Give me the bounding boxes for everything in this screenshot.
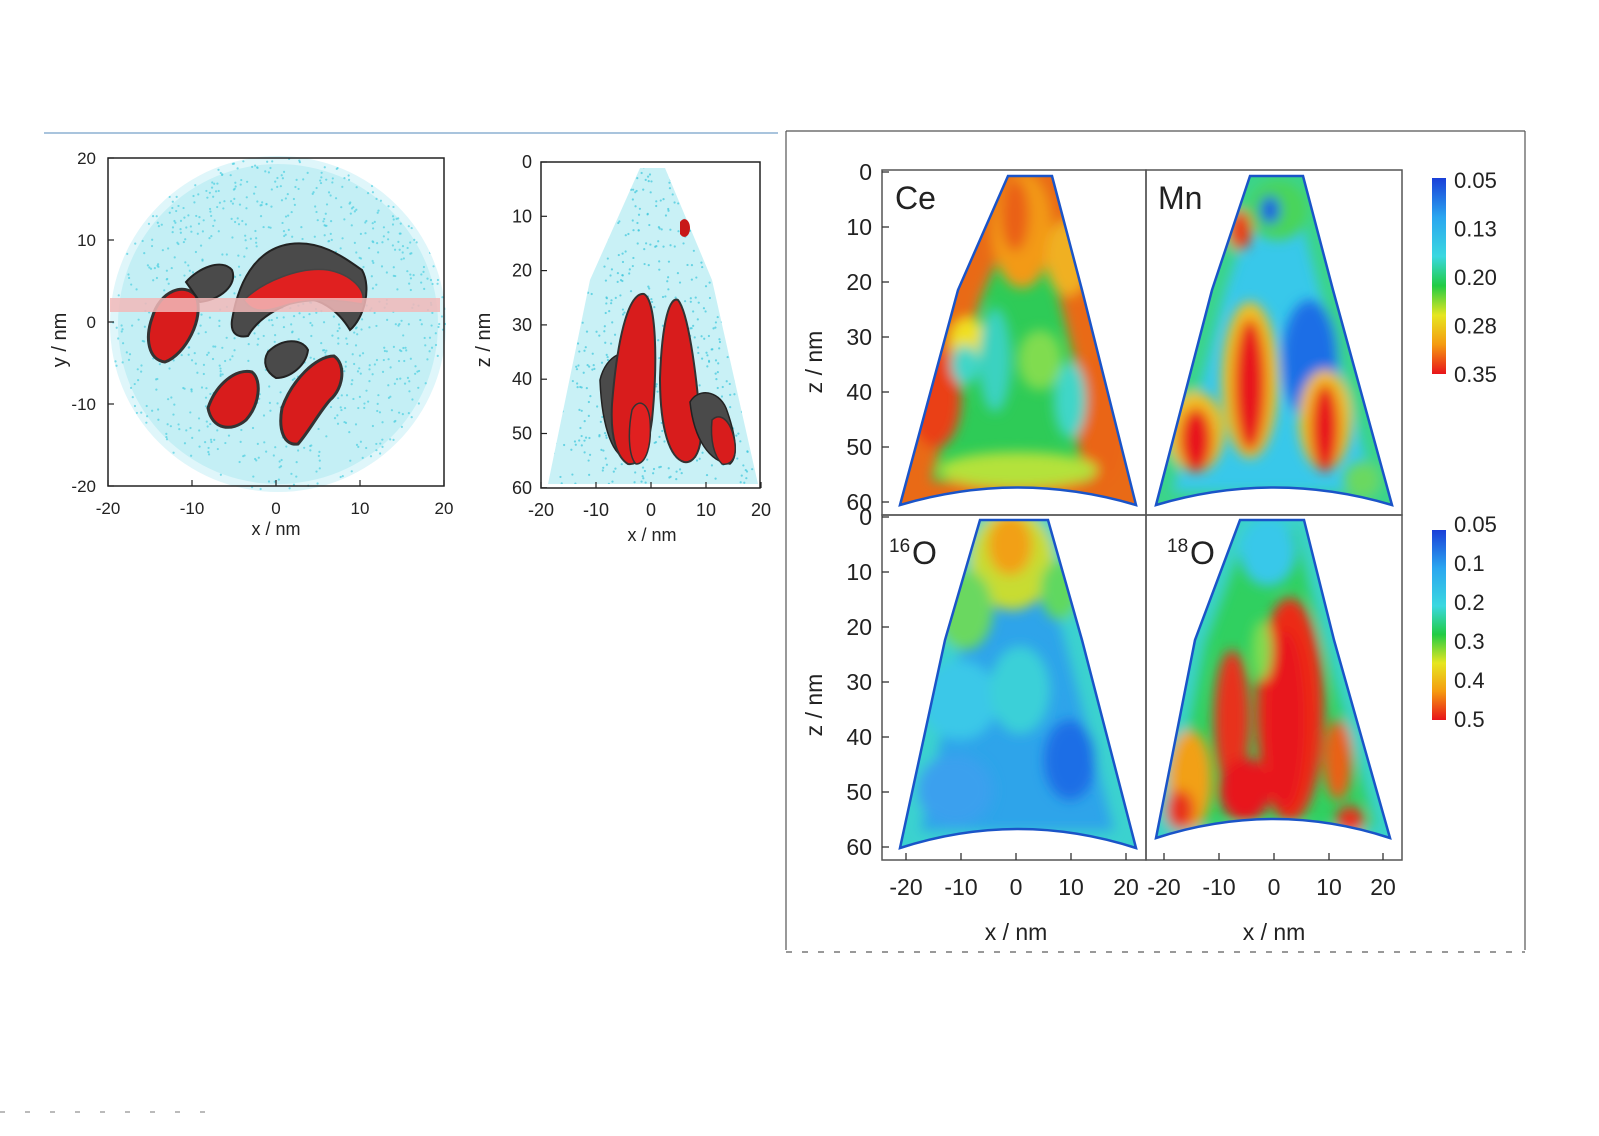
x-tick-label: -20 [96,499,121,518]
x-tick-label: 20 [1113,874,1139,900]
y-axis-label: y / nm [49,313,71,367]
y-tick-label: 50 [512,424,532,444]
x-axis-label: x / nm [627,525,676,545]
top-view-plot: -20 -10 0 10 20 20 10 0 -10 -20 x / nm y / nm [49,149,453,539]
y-tick-label: -20 [71,477,96,496]
y-tick-label: 30 [512,315,532,335]
x-tick-label: 10 [696,500,716,520]
y-tick-label: 30 [846,324,872,350]
svg-text:O: O [1190,535,1215,571]
colorbar-tick-label: 0.28 [1454,314,1497,339]
axis-ticks: -20 -10 0 10 20 20 10 0 -10 -20 [71,149,453,518]
x-axis-label: x / nm [251,519,300,539]
x-tick-label: 20 [751,500,771,520]
y-axis-label: z / nm [801,674,827,737]
y-tick-label: 20 [846,614,872,640]
colorbar [1432,530,1446,720]
heatmap-ce [900,176,1136,505]
y-tick-label: 10 [846,214,872,240]
y-tick-label: 20 [846,269,872,295]
colorbar [1432,178,1446,374]
heatmap-mn [1156,176,1392,505]
axis-ticks: -20 -10 0 10 20 0 10 20 30 40 50 60 [512,152,771,520]
svg-text:18: 18 [1167,536,1188,557]
y-tick-label: 0 [859,159,872,185]
y-tick-label: 20 [512,261,532,281]
x-tick-label: 10 [1316,874,1342,900]
y-tick-label: 50 [846,434,872,460]
y-tick-label: 40 [846,724,872,750]
slice-band [110,298,440,312]
x-tick-label: -10 [583,500,609,520]
x-axis-label: x / nm [985,919,1048,945]
x-tick-label: 20 [435,499,454,518]
svg-text:16: 16 [889,536,910,557]
matrix-cloud [110,156,446,492]
x-tick-label: 10 [351,499,370,518]
x-tick-label: 20 [1370,874,1396,900]
y-tick-label: 0 [859,504,872,530]
side-view-plot: -20 -10 0 10 20 0 10 20 30 40 50 60 x / nm z / nm [473,152,771,545]
svg-text:O: O [912,535,937,571]
x-tick-label: 0 [1010,874,1023,900]
colorbar-tick-label: 0.3 [1454,629,1485,654]
x-tick-label: -10 [180,499,205,518]
heatmap-grid: Ce Mn 16 O 18 O -20 -10 0 10 20 -20 -10 0 10 2001… [801,159,1497,945]
colorbar-tick-label: 0.13 [1454,217,1497,242]
colorbar-ticks: 0.05 0.13 0.20 0.28 0.35 0.05 0.1 0.2 0.3 0.4 0.5 [1454,168,1497,732]
panel-label-ce: Ce [895,180,936,216]
colorbar-tick-label: 0.1 [1454,551,1485,576]
y-tick-label: 10 [512,206,532,226]
x-tick-label: -20 [528,500,554,520]
cluster-isosurfaces [599,219,736,466]
x-tick-label: 0 [271,499,280,518]
y-axis-label: z / nm [473,313,495,367]
y-tick-label: 40 [512,369,532,389]
panel-label-mn: Mn [1158,180,1202,216]
x-tick-label: 10 [1058,874,1084,900]
y-tick-label: 10 [77,231,96,250]
colorbar-tick-label: 0.35 [1454,362,1497,387]
colorbar-tick-label: 0.05 [1454,168,1497,193]
panel-label-o18: 18 O [1167,535,1215,571]
y-tick-label: 0 [87,313,96,332]
x-tick-label: -10 [944,874,977,900]
y-tick-label: 30 [846,669,872,695]
colorbar-tick-label: 0.2 [1454,590,1485,615]
colorbar-tick-label: 0.4 [1454,668,1485,693]
x-tick-label: -10 [1202,874,1235,900]
y-tick-label: 0 [522,152,532,172]
x-axis-label: x / nm [1243,919,1306,945]
y-tick-label: 40 [846,379,872,405]
y-tick-label: 60 [846,834,872,860]
x-tick-label: 0 [1268,874,1281,900]
y-tick-label: -10 [71,395,96,414]
colorbar-tick-label: 0.20 [1454,265,1497,290]
tip-outlines [898,174,1394,850]
y-tick-label: 10 [846,559,872,585]
x-tick-label: 0 [646,500,656,520]
y-tick-label: 50 [846,779,872,805]
y-tick-label: 20 [77,149,96,168]
axis-ticks: -20 -10 0 10 20 -20 -10 0 10 20010203040506001020… [846,159,1395,900]
colorbar-tick-label: 0.5 [1454,707,1485,732]
x-tick-label: -20 [889,874,922,900]
y-tick-label: 60 [846,489,872,515]
x-tick-label: -20 [1147,874,1180,900]
panel-label-o16: 16 O [889,535,937,571]
y-axis-label: z / nm [801,331,827,394]
colorbar-tick-label: 0.05 [1454,512,1497,537]
heatmap-o18 [1156,520,1390,838]
y-tick-label: 60 [512,478,532,498]
